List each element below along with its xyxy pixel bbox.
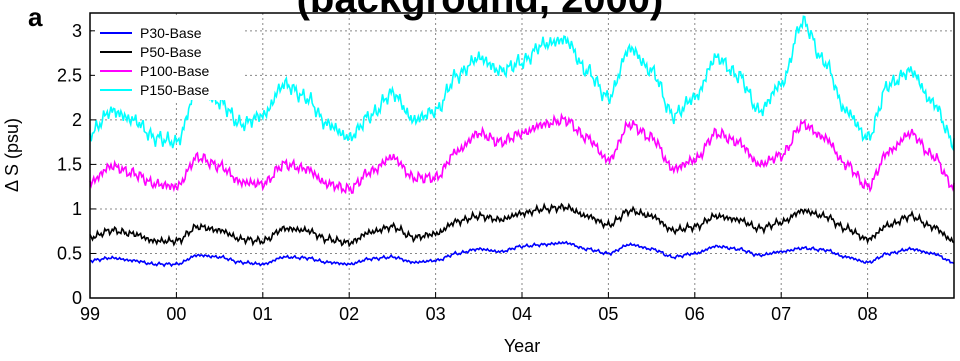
x-axis-label: Year xyxy=(504,336,540,356)
x-axis-ticks: 99 00 01 02 03 04 05 06 07 08 xyxy=(80,292,878,324)
y-axis-label: Δ S (psu) xyxy=(2,118,22,192)
x-tick-label: 00 xyxy=(166,304,186,324)
legend-label-p100: P100-Base xyxy=(140,63,209,79)
x-tick-label: 06 xyxy=(685,304,705,324)
chart-title-fragment: (background, 2000) xyxy=(297,0,664,21)
x-tick-label: 03 xyxy=(426,304,446,324)
series-line-p150-base xyxy=(89,15,955,152)
y-axis-ticks: 0 0.5 1 1.5 2 2.5 3 xyxy=(57,21,96,308)
y-tick-label: 2 xyxy=(72,110,82,130)
legend-label-p50: P50-Base xyxy=(140,44,202,60)
x-tick-label: 08 xyxy=(858,304,878,324)
y-tick-label: 1.5 xyxy=(57,154,82,174)
x-tick-label: 01 xyxy=(253,304,273,324)
series-layer xyxy=(89,15,955,268)
series-line-p100-base xyxy=(89,112,955,195)
legend-label-p150: P150-Base xyxy=(140,82,209,98)
series-line-p50-base xyxy=(89,202,955,248)
y-tick-label: 2.5 xyxy=(57,65,82,85)
y-tick-label: 3 xyxy=(72,21,82,41)
x-tick-label: 07 xyxy=(771,304,791,324)
x-tick-label: 99 xyxy=(80,304,100,324)
x-tick-label: 05 xyxy=(598,304,618,324)
series-line-p30-base xyxy=(89,240,955,268)
legend-label-p30: P30-Base xyxy=(140,25,202,41)
x-tick-label: 04 xyxy=(512,304,532,324)
x-tick-label: 02 xyxy=(339,304,359,324)
y-tick-label: 0 xyxy=(72,288,82,308)
legend-box xyxy=(95,18,245,100)
plot-frame xyxy=(89,12,955,299)
y-tick-label: 0.5 xyxy=(57,243,82,263)
panel-label: a xyxy=(28,2,43,32)
y-tick-label: 1 xyxy=(72,199,82,219)
legend: P30-Base P50-Base P100-Base P150-Base xyxy=(95,18,245,100)
